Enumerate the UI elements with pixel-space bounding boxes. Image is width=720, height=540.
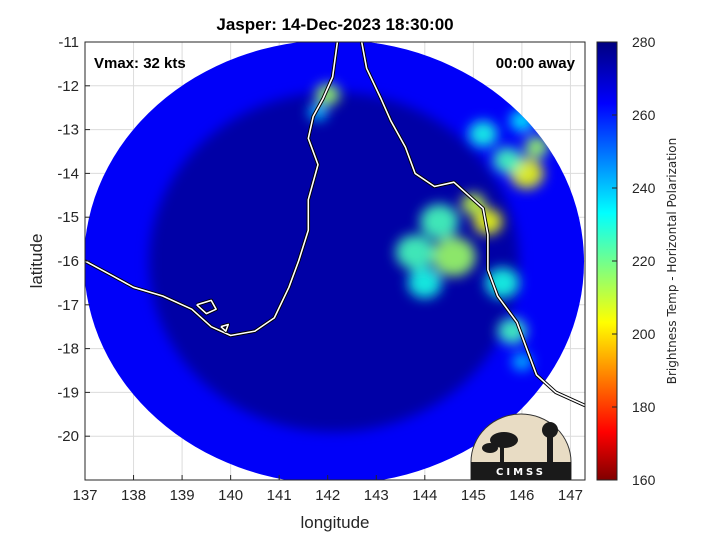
colorbar-tick-label: 200 [632,326,656,342]
y-tick-label: -16 [57,253,79,270]
y-tick-label: -17 [57,297,79,314]
convective-cell [468,120,498,148]
colorbar-tick-label: 160 [632,472,656,488]
colorbar-tick-label: 180 [632,399,656,415]
tower-shape [547,436,553,462]
x-tick-label: 138 [121,487,146,504]
x-axis-ticks: 137 138 139 140 141 142 143 144 145 146 147 [72,475,583,504]
y-tick-label: -11 [58,34,79,51]
tower-dome-shape [542,422,558,438]
x-tick-label: 142 [315,487,340,504]
colorbar-label: Brightness Temp - Horizontal Polarizatio… [665,138,679,385]
colorbar-ticks: 280 260 240 220 200 180 160 [612,34,656,488]
x-tick-label: 143 [364,487,389,504]
convective-cell [524,136,549,159]
y-axis-ticks: -11 -12 -13 -14 -15 -16 -17 -18 -19 -20 [57,34,90,445]
small-dish-shape [482,443,498,453]
coastlines [85,42,585,408]
coastline [220,323,229,332]
vmax-annotation: Vmax: 32 kts [94,55,186,72]
y-tick-label: -19 [57,384,79,401]
dish-mount-shape [500,444,504,462]
x-tick-label: 145 [461,487,486,504]
coastline [85,42,339,337]
satellite-dish-shape [490,432,518,448]
x-tick-label: 144 [412,487,437,504]
convective-features [308,83,549,371]
x-tick-label: 141 [267,487,292,504]
y-tick-label: -18 [57,341,79,358]
y-tick-label: -13 [57,122,79,139]
convective-cell [407,267,442,299]
logo-text: CIMSS [496,467,546,478]
y-tick-label: -20 [57,428,79,445]
convective-cell [461,193,486,216]
x-tick-label: 147 [558,487,583,504]
y-tick-label: -14 [57,165,79,182]
colorbar: 280 260 240 220 200 180 160 Brightness Temp - … [596,34,679,488]
y-axis-label: latitude [27,234,46,289]
x-tick-label: 139 [170,487,195,504]
convective-cell [512,352,532,371]
brightness-temperature-field [85,42,585,480]
x-axis-label: longitude [300,513,369,532]
y-tick-label: -15 [57,209,79,226]
x-tick-label: 140 [218,487,243,504]
chart-title: Jasper: 14-Dec-2023 18:30:00 [216,15,453,34]
colorbar-tick-label: 260 [632,107,656,123]
coastline [360,42,585,407]
logo-banner [471,462,571,480]
colorbar-tick-label: 220 [632,253,656,269]
coastline [196,299,217,315]
convective-cell [395,234,435,270]
convective-cell [432,236,476,277]
time-away-annotation: 00:00 away [496,55,576,72]
swath-core [149,92,519,432]
colorbar-tick-label: 240 [632,180,656,196]
colorbar-tick-label: 280 [632,34,656,50]
convective-cell [473,208,503,235]
x-tick-label: 146 [509,487,534,504]
convective-cell [492,147,522,174]
x-tick-label: 137 [72,487,97,504]
convective-cell [419,204,459,240]
y-tick-label: -12 [57,78,79,95]
cimss-logo: CIMSS [470,413,572,481]
